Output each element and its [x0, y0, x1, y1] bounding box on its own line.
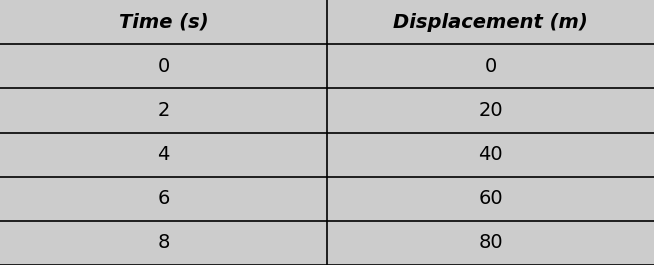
Text: 40: 40: [478, 145, 503, 164]
Text: Displacement (m): Displacement (m): [393, 12, 588, 32]
Text: 60: 60: [478, 189, 503, 208]
Text: 4: 4: [158, 145, 169, 164]
Text: Time (s): Time (s): [118, 12, 209, 32]
Text: 6: 6: [158, 189, 169, 208]
Text: 2: 2: [158, 101, 169, 120]
Text: 20: 20: [478, 101, 503, 120]
Text: 80: 80: [478, 233, 503, 253]
Text: 8: 8: [158, 233, 169, 253]
Text: 0: 0: [158, 57, 169, 76]
Text: 0: 0: [485, 57, 496, 76]
